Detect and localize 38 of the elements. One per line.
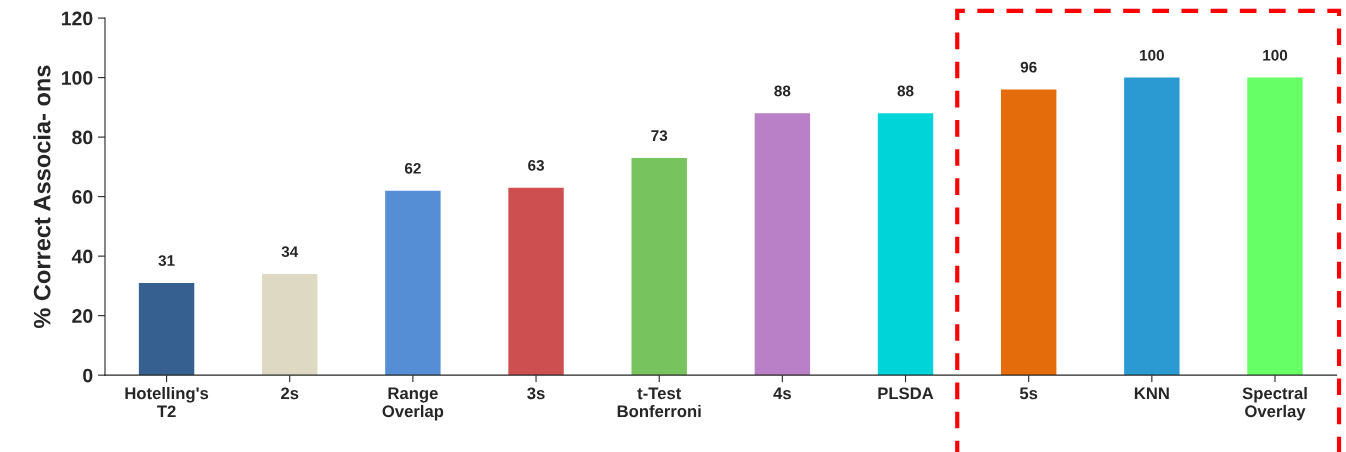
bar [385,190,441,376]
y-tick-label: 60 [72,190,93,204]
x-tick-label: KNN [1134,387,1169,400]
bar [1247,77,1303,376]
data-label: 100 [1140,49,1164,61]
y-tick-label: 40 [71,249,93,264]
bar [754,113,811,376]
bar [1000,89,1057,376]
x-tick-label: t-Test Bonferroni [617,387,701,418]
x-tick-label: Spectral Overlay [1242,386,1307,421]
x-tick-label: 3s [527,387,545,400]
data-label: 88 [897,85,914,97]
x-tick-label: 2s [281,387,299,400]
data-label: 34 [281,246,299,258]
bar [877,113,934,376]
data-label: 88 [774,85,791,97]
bar [508,187,564,376]
data-label: 62 [404,162,421,174]
y-tick-label: 100 [61,71,93,85]
x-tick-label: Range Overlap [382,387,444,421]
bar [138,282,195,376]
x-tick-label: 4s [773,387,791,400]
y-tick-label: 120 [61,11,93,26]
x-tick-label: 5s [1019,387,1038,400]
data-label: 96 [1020,61,1037,73]
bar [631,157,687,376]
y-tick-label: 20 [72,309,93,323]
y-tick-label: 0 [83,368,93,383]
data-label: 73 [651,130,668,142]
y-tick-label: 80 [72,130,93,145]
data-label: 100 [1263,49,1288,61]
bar [262,273,318,376]
bar [1124,77,1180,376]
data-label: 63 [528,159,544,171]
y-axis-title: % Correct Associa- ons [33,65,51,329]
x-tick-label: PLSDA [878,387,934,400]
x-tick-label: Hotelling's T2 [125,386,209,418]
data-label: 31 [158,255,175,267]
